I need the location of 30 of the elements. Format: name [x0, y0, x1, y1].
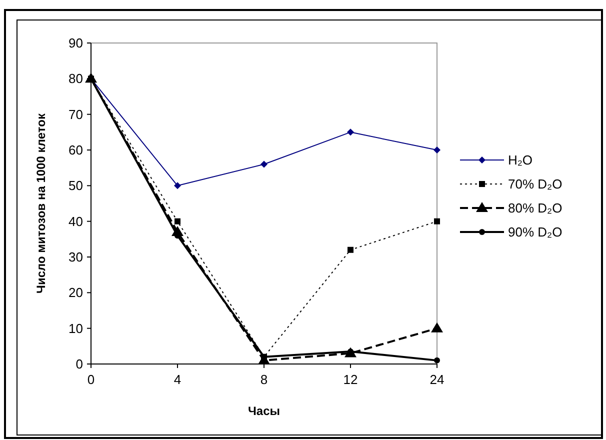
y-tick-label: 50	[68, 178, 83, 194]
y-tick-label: 10	[68, 320, 83, 336]
y-tick-label: 0	[76, 356, 83, 372]
legend-label: 70% D₂O	[508, 176, 562, 192]
x-tick-label: 0	[87, 372, 95, 387]
point	[434, 218, 440, 224]
legend-label: H₂O	[508, 152, 533, 168]
point	[434, 357, 440, 364]
point	[174, 182, 181, 190]
x-axis-title: Часы	[248, 404, 280, 418]
y-tick-label: 80	[68, 71, 83, 86]
point	[434, 146, 440, 154]
x-tick-label: 8	[260, 372, 268, 387]
point	[348, 246, 354, 253]
y-tick-label: 60	[68, 142, 83, 158]
y-tick-label: 30	[68, 250, 83, 265]
x-tick-label: 24	[430, 372, 444, 387]
y-tick-label: 40	[68, 214, 83, 229]
point	[347, 128, 354, 136]
x-tick-label: 4	[174, 372, 182, 387]
y-axis-title: Число митозов на 1000 клеток	[34, 112, 48, 294]
point	[431, 322, 443, 332]
x-tick-label: 12	[343, 372, 358, 387]
y-tick-label: 70	[68, 106, 83, 122]
y-tick-label: 90	[68, 36, 83, 51]
legend-label: 90% D₂O	[508, 224, 562, 240]
legend-label: 80% D₂O	[508, 200, 562, 216]
point	[260, 160, 268, 168]
point	[174, 218, 180, 224]
y-tick-label: 20	[68, 285, 83, 300]
